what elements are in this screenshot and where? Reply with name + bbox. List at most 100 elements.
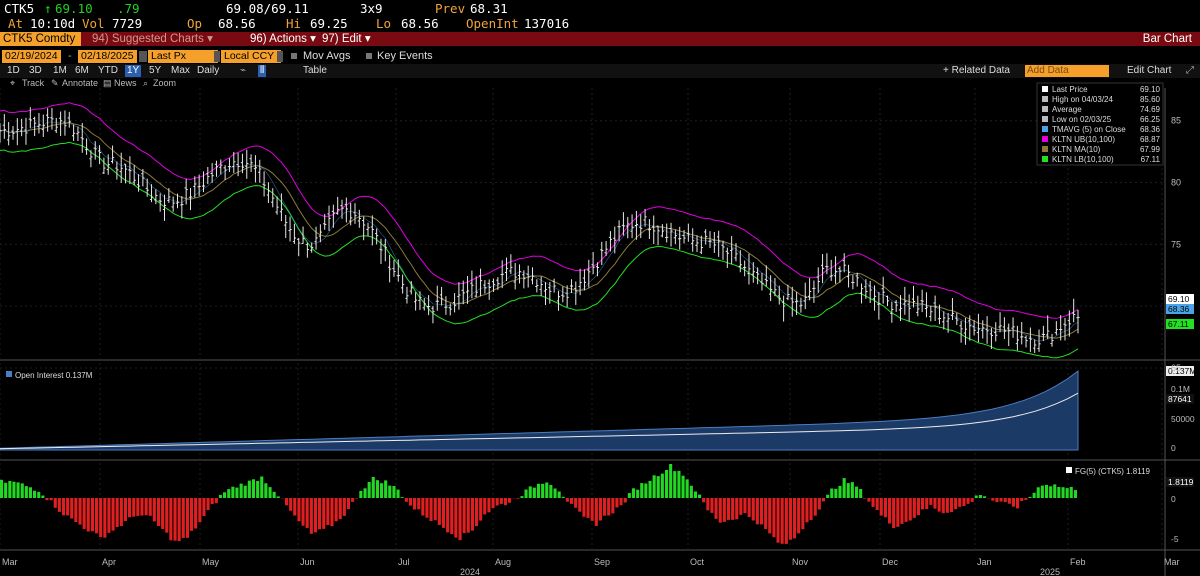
annotate-icon[interactable]: ✎ (51, 78, 59, 88)
legend-value: 67.11 (1141, 155, 1161, 164)
fg-bar (503, 498, 507, 506)
fg-bar (751, 498, 755, 521)
month-label: Apr (102, 557, 116, 567)
security-field[interactable]: CTK5 Comdty (0, 32, 82, 46)
fg-bar (644, 483, 648, 498)
fg-bar (673, 471, 677, 498)
fg-bar (970, 498, 974, 502)
period-max[interactable]: Max (171, 65, 190, 76)
key-events-toggle[interactable]: Key Events (377, 50, 433, 62)
news-icon[interactable]: ▤ (103, 78, 112, 88)
calendar-icon[interactable] (139, 51, 147, 62)
fg-bar (161, 498, 165, 529)
fg-bar (714, 498, 718, 519)
fg-bar (945, 498, 949, 513)
fg-bar (24, 486, 28, 498)
period-3d[interactable]: 3D (29, 65, 42, 76)
fg-bar (735, 498, 739, 520)
fg-bar (1049, 486, 1053, 498)
month-label: Jun (300, 557, 315, 567)
fg-bar (140, 498, 144, 516)
fg-bar (400, 497, 404, 498)
oi-label: 87641 (1168, 394, 1192, 404)
start-date-input[interactable]: 02/19/2024 (2, 50, 61, 63)
fg-legend: FG(5) (CTK5) 1.8119 (1075, 467, 1151, 476)
fg-bar (28, 487, 32, 498)
news-tool[interactable]: News (114, 78, 137, 88)
zoom-icon[interactable]: ⌕ (143, 78, 149, 88)
fg-bar (202, 498, 206, 516)
mov-avgs-toggle[interactable]: Mov Avgs (303, 50, 351, 62)
period-1y[interactable]: 1Y (125, 65, 142, 77)
fg-bar (850, 482, 854, 498)
period-ytd[interactable]: YTD (98, 65, 118, 76)
fg-bar (677, 470, 681, 498)
open-value: 68.56 (218, 16, 256, 31)
edit-chart-button[interactable]: Edit Chart (1127, 65, 1172, 76)
fg-bar (322, 498, 326, 529)
fg-bar (16, 482, 20, 498)
fg-bar (441, 498, 445, 528)
chevron-down-icon[interactable] (277, 51, 283, 62)
period-5y[interactable]: 5Y (149, 65, 162, 76)
field-select[interactable]: Last Px (148, 50, 218, 63)
fg-bar (132, 498, 136, 517)
oi-legend-swatch (6, 371, 12, 377)
fg-bar (318, 498, 322, 530)
fg-bar (433, 498, 437, 521)
fg-bar (978, 495, 982, 498)
track-icon[interactable]: ⌖ (10, 78, 16, 88)
fg-bar (615, 498, 619, 508)
track-tool[interactable]: Track (22, 78, 45, 88)
fg-bar (937, 498, 941, 512)
frequency-select[interactable]: Daily (197, 65, 220, 76)
fg-bar (652, 475, 656, 498)
fg-bar (363, 488, 367, 498)
chart-type-icon[interactable]: ⌁ (240, 65, 247, 76)
tmavg-line (0, 121, 1079, 342)
actions-menu[interactable]: 96) Actions ▾ (250, 33, 316, 45)
zoom-tool[interactable]: Zoom (153, 78, 177, 88)
fg-bar (640, 483, 644, 498)
fg-bar (235, 487, 239, 498)
fg-bar (726, 498, 730, 520)
high-value: 69.25 (310, 16, 348, 31)
fg-bar (797, 498, 801, 534)
expand-icon[interactable]: ⤢ (1186, 65, 1194, 76)
fg-bar (1053, 484, 1057, 498)
fg-bar (904, 498, 908, 522)
table-button[interactable]: Table (303, 65, 327, 76)
end-date-input[interactable]: 02/18/2025 (78, 50, 137, 63)
annotate-tool[interactable]: Annotate (62, 78, 99, 88)
checkbox-icon[interactable] (366, 53, 372, 59)
fg-bar (148, 498, 152, 516)
fg-bar (260, 476, 264, 498)
fg-bar (115, 498, 119, 527)
fg-bar (62, 498, 66, 516)
open-label: Op (187, 16, 203, 31)
fg-bar (251, 479, 255, 498)
related-data-menu[interactable]: + Related Data (943, 65, 1010, 76)
currency-select[interactable]: Local CCY (221, 50, 281, 63)
fg-bar (1040, 485, 1044, 498)
bar-type-icon[interactable]: ⫴ (258, 65, 267, 77)
fg-bar (487, 498, 491, 513)
fg-bar (718, 498, 722, 523)
fg-bar (388, 485, 392, 498)
fg-bar (838, 485, 842, 498)
fg-bar (37, 491, 41, 498)
date-separator: - (68, 50, 72, 62)
legend-label: KLTN LB(10,100) (1052, 155, 1114, 164)
period-1d[interactable]: 1D (7, 65, 20, 76)
period-1m[interactable]: 1M (53, 65, 67, 76)
edit-menu[interactable]: 97) Edit ▾ (322, 33, 371, 45)
legend-label: TMAVG (5) on Close (1052, 125, 1126, 134)
fg-bar (313, 498, 317, 533)
suggested-charts-menu[interactable]: 94) Suggested Charts ▾ (92, 33, 213, 45)
fg-bar (491, 498, 495, 508)
add-data-input[interactable]: Add Data (1025, 65, 1109, 77)
period-6m[interactable]: 6M (75, 65, 89, 76)
chevron-down-icon[interactable] (214, 51, 220, 62)
checkbox-icon[interactable] (291, 53, 297, 59)
